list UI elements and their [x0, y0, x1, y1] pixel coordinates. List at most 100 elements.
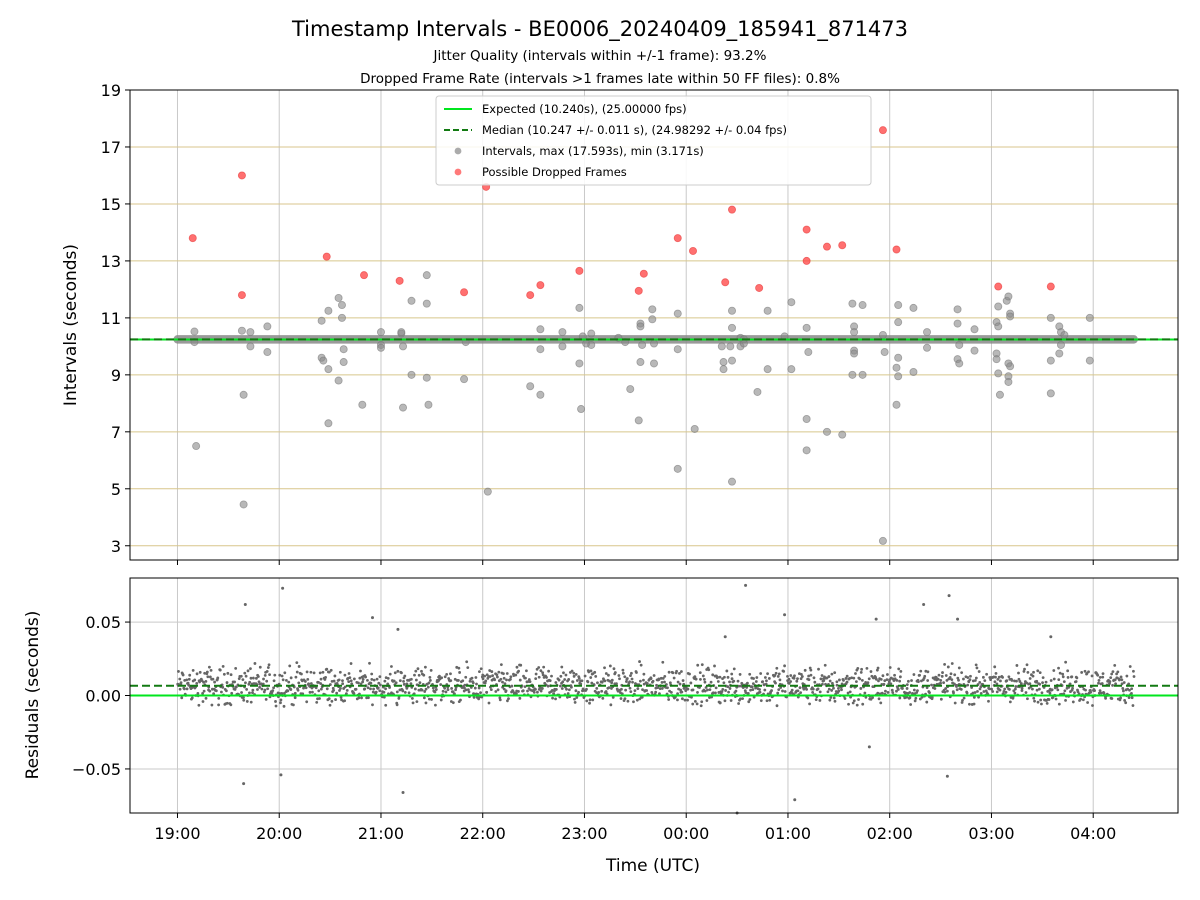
residual-point — [311, 690, 314, 694]
residual-point — [809, 668, 813, 672]
residual-point — [474, 676, 478, 679]
residual-point — [888, 666, 892, 669]
residual-point — [450, 687, 453, 690]
residual-point — [306, 678, 310, 681]
residual-point — [1035, 688, 1039, 692]
residual-outlier-point — [783, 613, 787, 617]
residual-point — [835, 683, 839, 687]
residual-point — [369, 687, 372, 691]
residual-point — [1120, 678, 1124, 682]
residual-point — [502, 672, 505, 676]
residual-point — [265, 670, 269, 673]
residual-point — [928, 691, 931, 695]
residual-point — [730, 677, 734, 681]
residual-point — [217, 696, 221, 700]
residual-point — [525, 669, 528, 673]
residual-point — [229, 703, 233, 707]
legend-entry-dropped-swatch — [454, 168, 462, 176]
interval-point — [739, 339, 748, 348]
residual-point — [833, 671, 837, 675]
residual-point — [179, 681, 183, 685]
x-tick-label: 23:00 — [561, 824, 607, 843]
residual-point — [955, 683, 959, 687]
residual-point — [943, 662, 946, 666]
residual-point — [629, 674, 632, 678]
residual-point — [809, 673, 813, 677]
residual-point — [720, 690, 724, 694]
residual-point — [1015, 664, 1019, 667]
residual-point — [661, 660, 665, 664]
interval-point — [483, 487, 492, 496]
residual-point — [479, 667, 483, 671]
residual-point — [454, 688, 458, 692]
residual-point — [458, 671, 462, 674]
residual-point — [444, 690, 448, 694]
residual-point — [783, 690, 787, 693]
residual-point — [1099, 691, 1103, 695]
residual-point — [1004, 690, 1008, 694]
residual-point — [886, 673, 889, 676]
interval-point — [753, 387, 762, 396]
residual-point — [221, 685, 225, 689]
residual-point — [203, 671, 207, 675]
residual-point — [796, 677, 799, 681]
residual-point — [434, 688, 438, 691]
residual-point — [901, 687, 904, 690]
residual-point — [468, 679, 472, 683]
residual-point — [633, 689, 637, 693]
residual-point — [1068, 682, 1072, 686]
residual-point — [509, 677, 512, 681]
residual-point — [572, 671, 576, 675]
residual-point — [860, 678, 864, 682]
residual-point — [925, 686, 929, 690]
residual-point — [974, 676, 978, 680]
residual-point — [817, 667, 820, 671]
residual-point — [898, 679, 902, 683]
residual-point — [608, 664, 612, 668]
interval-point — [822, 427, 831, 436]
residual-point — [859, 687, 863, 690]
dropped-frame-point — [878, 126, 887, 135]
residual-point — [715, 675, 719, 679]
residual-point — [1108, 680, 1112, 683]
residual-point — [613, 671, 617, 674]
residual-point — [979, 692, 983, 695]
residual-point — [566, 695, 569, 699]
dropped-frame-point — [237, 291, 246, 300]
residual-point — [676, 692, 679, 696]
residual-point — [560, 687, 564, 690]
residual-point — [273, 673, 277, 677]
residual-point — [423, 690, 427, 693]
interval-point — [558, 342, 567, 351]
residual-point — [1023, 667, 1026, 671]
residual-point — [985, 672, 989, 676]
residual-point — [830, 689, 834, 692]
residual-point — [787, 677, 791, 681]
residual-point — [680, 670, 683, 673]
residual-outlier-point — [401, 790, 405, 794]
residual-point — [882, 682, 886, 686]
interval-point — [1055, 349, 1064, 358]
residual-point — [493, 678, 497, 682]
residual-point — [263, 688, 267, 692]
residual-point — [264, 697, 268, 701]
residual-point — [589, 676, 593, 679]
residual-point — [930, 695, 934, 699]
residual-point — [229, 673, 233, 677]
interval-point — [558, 328, 567, 337]
interval-point — [239, 500, 248, 509]
residual-point — [1044, 680, 1048, 684]
residual-point — [352, 692, 356, 696]
residual-point — [858, 677, 862, 681]
y-tick-label: 19 — [101, 81, 121, 100]
residual-point — [1064, 660, 1068, 664]
residual-point — [781, 689, 784, 693]
residual-point — [906, 679, 910, 683]
residual-point — [905, 695, 909, 699]
residual-outlier-point — [874, 617, 878, 621]
residual-point — [343, 699, 347, 703]
residual-point — [201, 700, 205, 703]
residual-point — [325, 687, 329, 691]
residual-point — [554, 697, 557, 701]
residual-point — [496, 675, 499, 679]
